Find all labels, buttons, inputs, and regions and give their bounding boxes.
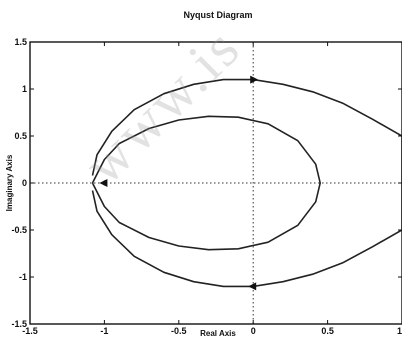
- y-tick-label: 0.5: [14, 131, 27, 141]
- x-tick-label: 1: [397, 326, 402, 336]
- x-tick-label: 0: [251, 326, 256, 336]
- direction-arrow-1: [250, 75, 259, 84]
- direction-arrow-3: [99, 179, 108, 187]
- x-tick-label: -1.5: [22, 326, 38, 336]
- y-tick-label: 1: [22, 84, 27, 94]
- y-tick-label: -0.5: [11, 225, 27, 235]
- x-tick-label: -1: [100, 326, 108, 336]
- nyquist-curve-1: [91, 78, 402, 288]
- x-axis-label: Real Axis: [200, 329, 236, 338]
- direction-arrow-2: [248, 282, 257, 291]
- chart-title: Nyqust Diagram: [183, 10, 252, 20]
- y-tick-label: -1.5: [11, 319, 27, 329]
- y-axis-label: Imaginary Axis: [5, 154, 14, 211]
- x-tick-label: 0.5: [321, 326, 334, 336]
- x-tick-label: -0.5: [171, 326, 187, 336]
- y-tick-label: 0: [22, 178, 27, 188]
- y-tick-label: -1: [19, 272, 27, 282]
- nyquist-curve-2: [91, 115, 321, 251]
- critical-point-marker: +: [101, 179, 107, 190]
- y-tick-label: 1.5: [14, 37, 27, 47]
